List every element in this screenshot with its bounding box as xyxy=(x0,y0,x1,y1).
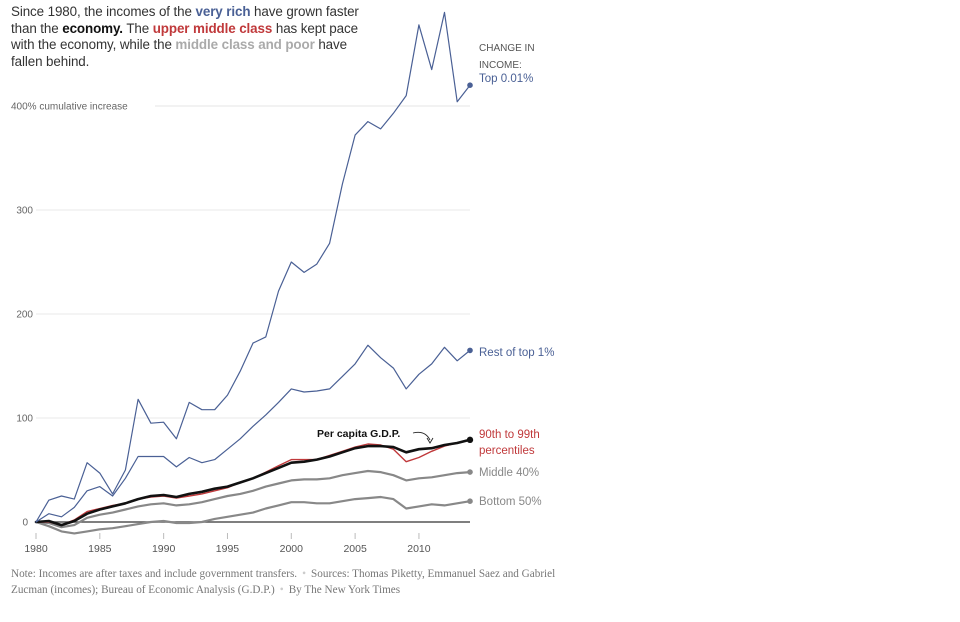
series-label-90th-to-99th-percentiles: 90th to 99th xyxy=(479,429,540,441)
series-line-bottom-50 xyxy=(34,495,472,535)
y-tick-label-200: 200 xyxy=(16,310,33,321)
sources-text: Sources: Thomas Piketty, Emmanuel Saez a… xyxy=(11,568,556,596)
chart-headline: Since 1980, the incomes of the very rich… xyxy=(11,4,361,70)
headline-segment-plain: has kept pace with the economy, while th… xyxy=(11,20,358,53)
x-tick-label-2000: 2000 xyxy=(280,543,304,555)
headline-segment-upper: upper middle class xyxy=(152,20,273,36)
series-label-top-0-01: Top 0.01% xyxy=(479,73,533,85)
headline-segment-plain: have grown faster than the xyxy=(11,4,359,36)
y-tick-label-0: 0 xyxy=(22,518,28,529)
series-label-90th-to-99th-percentiles: percentiles xyxy=(479,445,535,457)
gdp-annotation-arrow xyxy=(412,431,431,441)
series-endpoint-per-capita-g-d-p xyxy=(466,436,474,444)
x-tick-label-2005: 2005 xyxy=(343,543,367,555)
y-tick-label-100: 100 xyxy=(16,414,33,425)
note-text: Note: Incomes are after taxes and includ… xyxy=(11,568,298,580)
label-layer: CHANGE IN INCOME: Top 0.01% Rest of top 1% 9… xyxy=(317,43,554,508)
series-endpoint-top-0-01 xyxy=(467,82,473,88)
x-tick-label-1980: 1980 xyxy=(24,543,48,555)
grid-layer xyxy=(36,105,470,523)
credit-text: By The New York Times xyxy=(288,584,401,596)
headline-segment-plain: Since 1980, the incomes of the xyxy=(11,4,196,19)
y-tick-label-300: 300 xyxy=(16,206,33,217)
gdp-annotation-arrowhead xyxy=(426,437,434,444)
legend-header-line-2: INCOME: xyxy=(479,60,522,71)
separator: • xyxy=(279,584,284,596)
x-tick-label-1985: 1985 xyxy=(88,543,112,555)
legend-header-line-1: CHANGE IN xyxy=(479,43,535,54)
x-tick-label-1995: 1995 xyxy=(216,543,240,555)
headline-segment-plain: have fallen behind. xyxy=(11,37,347,69)
series-label-bottom-50: Bottom 50% xyxy=(479,496,542,508)
y-tick-label-400: 400% cumulative increase xyxy=(11,102,128,113)
headline-segment-plain: The xyxy=(122,20,153,36)
axis-layer: 0 100 200 300 400% cumulative increase 1980 19… xyxy=(11,102,431,556)
headline-segment-econ: economy. xyxy=(62,20,123,36)
separator: • xyxy=(302,568,307,580)
headline-segment-rich: very rich xyxy=(195,4,251,19)
x-tick-label-2010: 2010 xyxy=(407,543,431,555)
series-line-top-0-01 xyxy=(35,11,471,523)
series-line-per-capita-g-d-p xyxy=(34,438,472,527)
x-tick-label-1990: 1990 xyxy=(152,543,176,555)
series-endpoint-rest-of-top-1 xyxy=(467,347,473,354)
series-line-rest-of-top-1 xyxy=(35,344,471,523)
series-endpoint-bottom-50 xyxy=(467,498,473,505)
headline-segment-mid: middle class and poor xyxy=(175,37,315,53)
series-layer xyxy=(34,11,474,535)
gdp-annotation-label: Per capita G.D.P. xyxy=(317,428,400,440)
series-endpoint-middle-40 xyxy=(467,469,473,475)
series-label-middle-40: Middle 40% xyxy=(479,467,539,479)
chart-footnote: Note: Incomes are after taxes and includ… xyxy=(11,566,556,598)
series-line-middle-40 xyxy=(34,469,472,529)
series-label-rest-of-top-1: Rest of top 1% xyxy=(479,347,554,359)
